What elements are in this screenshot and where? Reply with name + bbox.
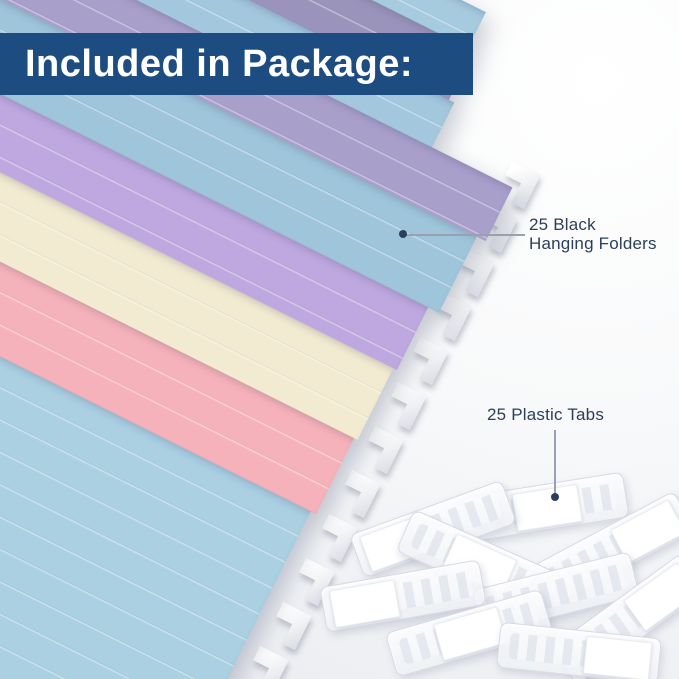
folders-callout-label: 25 Black Hanging Folders [529, 215, 657, 253]
folders-callout-line1: 25 Black [529, 215, 596, 234]
folders-callout-line [406, 234, 525, 236]
folders-callout-line2: Hanging Folders [529, 234, 657, 253]
tabs-callout-dot [551, 493, 559, 501]
folders-callout-dot [399, 230, 407, 238]
tab-label-insert [582, 635, 653, 679]
banner-title: Included in Package: [25, 42, 413, 85]
tabs-callout-label: 25 Plastic Tabs [487, 405, 605, 424]
tab-label-insert [433, 606, 508, 662]
tabs-callout-line [554, 430, 556, 493]
tab-label-insert [328, 579, 401, 629]
tab-label-insert [511, 483, 583, 532]
included-banner: Included in Package: [0, 33, 473, 95]
